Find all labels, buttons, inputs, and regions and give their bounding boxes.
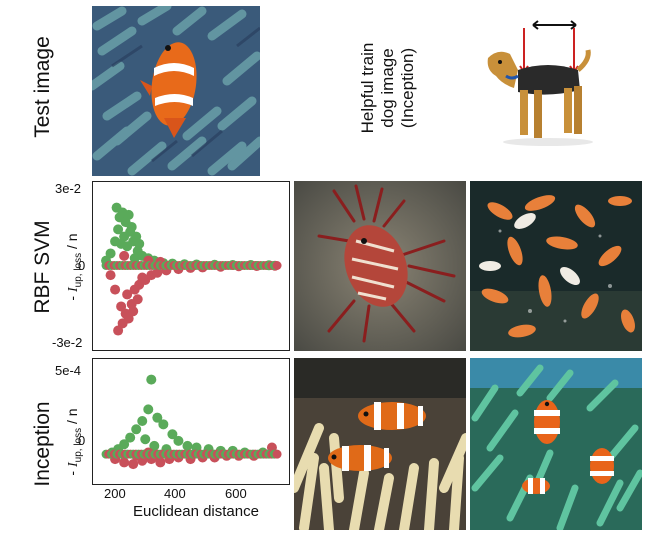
- y-label-symbol: I: [66, 287, 81, 293]
- helpful-train-label: Helpful train dog image (Inception): [333, 18, 443, 158]
- scatter-point-green-5: [158, 419, 169, 430]
- helpful-dog-image: [478, 10, 610, 160]
- inception-clownfish-group-image: [470, 358, 642, 530]
- scatter-point-red-0: [113, 325, 124, 336]
- test-image-label: Test image: [31, 36, 54, 138]
- scatter-point-red-27: [119, 250, 130, 261]
- row-label-inception: Inception: [31, 401, 54, 487]
- scatter-point-zero-band: [272, 261, 282, 270]
- scatter-point-green-6: [125, 432, 136, 443]
- helpful-label-line3: (Inception): [398, 47, 417, 129]
- scatter-point-red-24: [137, 272, 148, 283]
- y-label-symbol: I: [66, 462, 81, 468]
- scatter-point-green-9: [173, 435, 184, 446]
- scatter-point-red-3: [123, 313, 134, 324]
- scatter-point-red-20: [110, 284, 121, 295]
- rbf-ytick-zero: 0: [78, 258, 86, 273]
- scatter-point-green-3: [152, 412, 163, 423]
- helpful-label-line2: dog image: [378, 48, 397, 128]
- scatter-point-green-4: [131, 424, 142, 435]
- scatter-point-green-26: [105, 248, 116, 259]
- helpful-label-line1: Helpful train: [358, 42, 377, 134]
- scatter-point-red-4: [116, 301, 127, 312]
- scatter-point-green-29: [129, 253, 140, 264]
- rbf-scatter-svg: [101, 202, 282, 336]
- scatter-point-red-22: [132, 294, 143, 305]
- scatter-point-green-1: [143, 404, 154, 415]
- row-label-rbf-svm: RBF SVM: [31, 220, 54, 314]
- y-label-prefix: -: [64, 292, 80, 301]
- scatter-point-green-10: [182, 440, 193, 451]
- xtick-600: 600: [225, 486, 247, 501]
- xtick-200: 200: [104, 486, 126, 501]
- scatter-point-green-0: [146, 374, 157, 385]
- inception-scatter-plot: [92, 358, 290, 485]
- scatter-point-red-1: [119, 457, 130, 468]
- scatter-point-green-4: [123, 209, 134, 220]
- rbf-lionfish-image: [294, 181, 466, 351]
- scatter-point-green-7: [167, 429, 178, 440]
- scatter-point-red-23: [128, 306, 139, 317]
- scatter-point-red-11: [152, 267, 163, 278]
- y-label-prefix: -: [64, 467, 80, 476]
- scatter-point-green-25: [110, 236, 121, 247]
- scatter-point-red-21: [105, 270, 116, 281]
- rbf-ytick-bottom: -3e-2: [52, 335, 83, 350]
- rbf-scatter-plot: [92, 181, 290, 351]
- scatter-point-green-24: [126, 221, 137, 232]
- scatter-point-green-20: [149, 440, 160, 451]
- y-label-suffix: / n: [64, 408, 80, 428]
- scatter-point-green-19: [140, 434, 151, 445]
- scatter-point-zero-band: [272, 449, 282, 459]
- inception-ytick-zero: 0: [78, 433, 86, 448]
- inception-ytick-top: 5e-4: [55, 363, 82, 378]
- rbf-ytick-top: 3e-2: [55, 181, 82, 196]
- test-image-clownfish: [92, 6, 260, 176]
- rbf-koi-image: [470, 181, 642, 351]
- scatter-point-green-2: [137, 416, 148, 426]
- scatter-point-red-2: [128, 459, 139, 470]
- scatter-point-green-28: [134, 238, 145, 249]
- inception-scatter-svg: [101, 374, 282, 470]
- scatter-point-green-5: [113, 224, 124, 235]
- x-axis-label: Euclidean distance: [133, 503, 259, 520]
- scatter-point-red-6: [122, 289, 133, 300]
- xtick-400: 400: [164, 486, 186, 501]
- y-label-suffix: / n: [64, 233, 80, 253]
- inception-clownfish-pair-image: [294, 358, 466, 530]
